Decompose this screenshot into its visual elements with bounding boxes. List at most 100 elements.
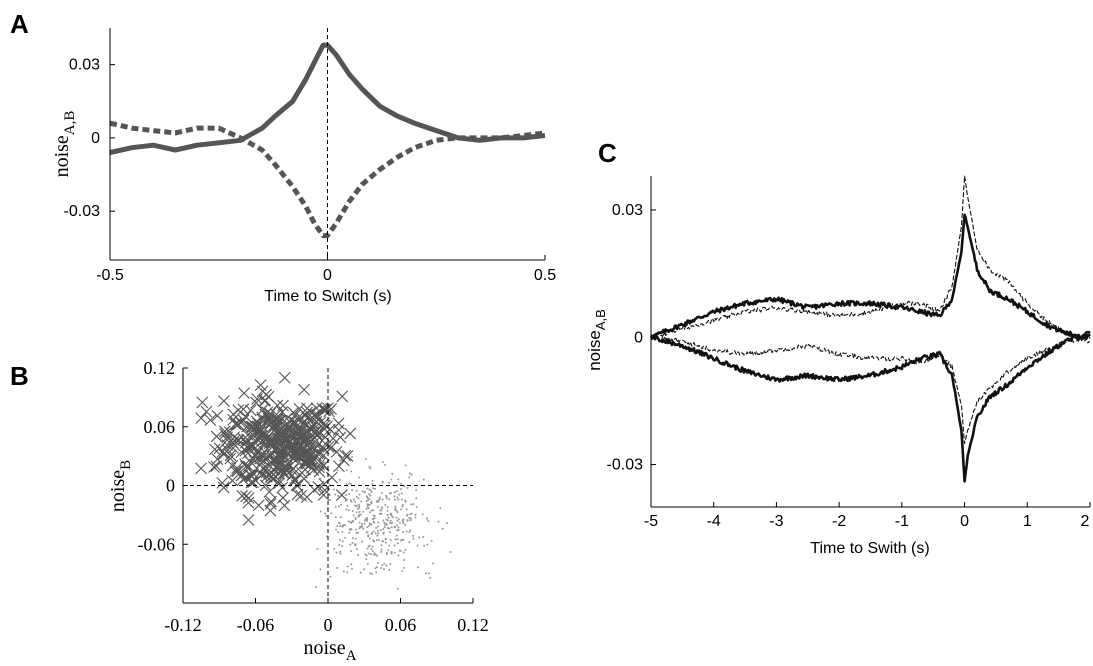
panel-b-dot-point [396,538,399,541]
panel-b-dot-point [342,570,345,573]
panel-b-cross-point [300,449,313,461]
panel-b-dot-point [316,491,319,494]
panel-b-cross-point [313,458,326,471]
panel-b-cross-point [271,399,284,412]
panel-a-ytick-label: 0.03 [69,57,100,74]
panel-b-dot-point [422,536,425,539]
panel-b-dot-point [405,514,408,517]
panel-b-dot-point [368,493,371,496]
panel-b-dot-point [387,549,390,552]
panel-b-cross-point [322,402,334,415]
panel-b-dot-point [374,532,377,535]
panel-b-cross-point [244,468,256,481]
panel-b-dot-point [364,553,367,556]
panel-b-dot-point [350,563,353,566]
panel-b-dot-point [391,516,394,519]
panel-b-dot-point [345,508,348,511]
panel-b-dot-point [389,563,392,566]
panel-b-dot-point [429,576,432,579]
panel-b-dot-point [370,490,373,493]
panel-b-dot-point [340,461,343,464]
panel-b-cross-point [245,476,258,489]
panel-letter-c: C [598,138,617,168]
panel-b-cross-point [299,433,312,445]
panel-b-dot-point [368,511,371,514]
panel-b-dot-point [345,494,348,497]
panel-a-xtick-label: 0 [323,267,332,284]
panel-b-dot-point [394,538,397,541]
panel-b-cross-point [330,445,343,458]
panel-b-dot-point [386,505,389,508]
panel-b-dot-point [371,545,374,548]
panel-b-cross-point [291,488,304,501]
panel-b-dot-point [391,472,394,475]
panel-b-dot-point [371,483,374,486]
panel-a-xlabel: Time to Switch (s) [264,288,391,305]
panel-b-cross-point [263,435,276,448]
panel-b-dot-point [393,498,396,501]
panel-c-xtick-label: -4 [707,513,721,530]
panel-b-dot-point [366,531,369,534]
panel-b-dot-point [400,488,403,491]
panel-a-ylabel: noiseA,B [51,111,78,178]
panel-c-xtick-label: -3 [769,513,783,530]
panel-b-dot-point [362,527,365,530]
panel-b-dot-point [389,512,392,515]
panel-b-dot-point [412,503,415,506]
panel-b-dot-point [368,465,371,468]
panel-b-dot-point [349,482,352,485]
panel-c-xlabel: Time to Swith (s) [810,540,929,557]
panel-b-dot-point [355,505,358,508]
panel-b-cross-point [264,497,277,510]
panel-b-cross-point [255,429,268,442]
panel-a-series-dashed [109,120,546,239]
panel-b-dot-point [383,521,386,524]
panel-b-dot-point [405,508,408,511]
panel-b-dot-point [345,483,348,486]
panel-b-cross-point [241,429,254,441]
panel-b-dot-point [415,506,418,509]
panel-b-dot-point [335,528,338,531]
panel-b-dot-point [418,536,421,539]
panel-b-dot-point [401,498,404,501]
panel-b-dot-point [385,518,388,521]
panel-b-dot-point [396,542,399,545]
panel-b-dot-point [369,572,372,575]
panel-b-dot-point [338,543,341,546]
panel-a-chart: -0.5 0 0.5 0.03 0 -0.03 noiseA,B Time to Swit… [51,28,556,305]
panel-b-cross-point [317,489,330,501]
panel-c-xtick-label: -5 [644,513,658,530]
panel-b-dot-point [345,498,348,501]
panel-b-dot-point [354,528,357,531]
panel-b-dot-point [381,498,384,501]
panel-b-dot-point [365,500,368,503]
panel-b-dot-point [360,500,363,503]
panel-b-dot-point [385,495,388,498]
panel-b-dot-point [395,490,398,493]
panel-c-series-thin-dash [650,335,1091,445]
panel-b-dot-point [341,545,344,548]
panel-b-cross-point [195,462,208,475]
panel-a-series-solid [109,42,546,155]
panel-b-chart: -0.12 -0.06 0 0.06 0.120.120.060-0.06 noiseB… [107,358,489,664]
panel-b-cross-point [226,474,239,487]
panel-b-dot-point [368,544,371,547]
panel-b-cross-point [224,452,237,465]
panel-b-dot-point [376,534,379,537]
panel-b-cross-point [267,463,280,476]
panel-b-dot-point [387,516,390,519]
panel-b-dot-point [339,503,342,506]
panel-b-dot-point [315,585,318,588]
panel-b-dot-point [363,519,366,522]
panel-b-dot-point [426,543,429,546]
panel-b-cross-point [217,448,230,461]
panel-b-dot-point [393,551,396,554]
panel-b-dot-point [364,457,367,460]
panel-b-cross-point [304,449,317,461]
panel-b-dot-point [372,539,375,542]
panel-b-dot-point [385,551,388,554]
panel-b-dot-point [414,516,417,519]
panel-b-dot-point [325,514,328,517]
panel-b-dot-point [400,492,403,495]
panel-c-chart: -5 -4 -3 -2 -1 0 1 2 0.03 0 -0.03 noiseA,B Time to… [585,175,1091,557]
